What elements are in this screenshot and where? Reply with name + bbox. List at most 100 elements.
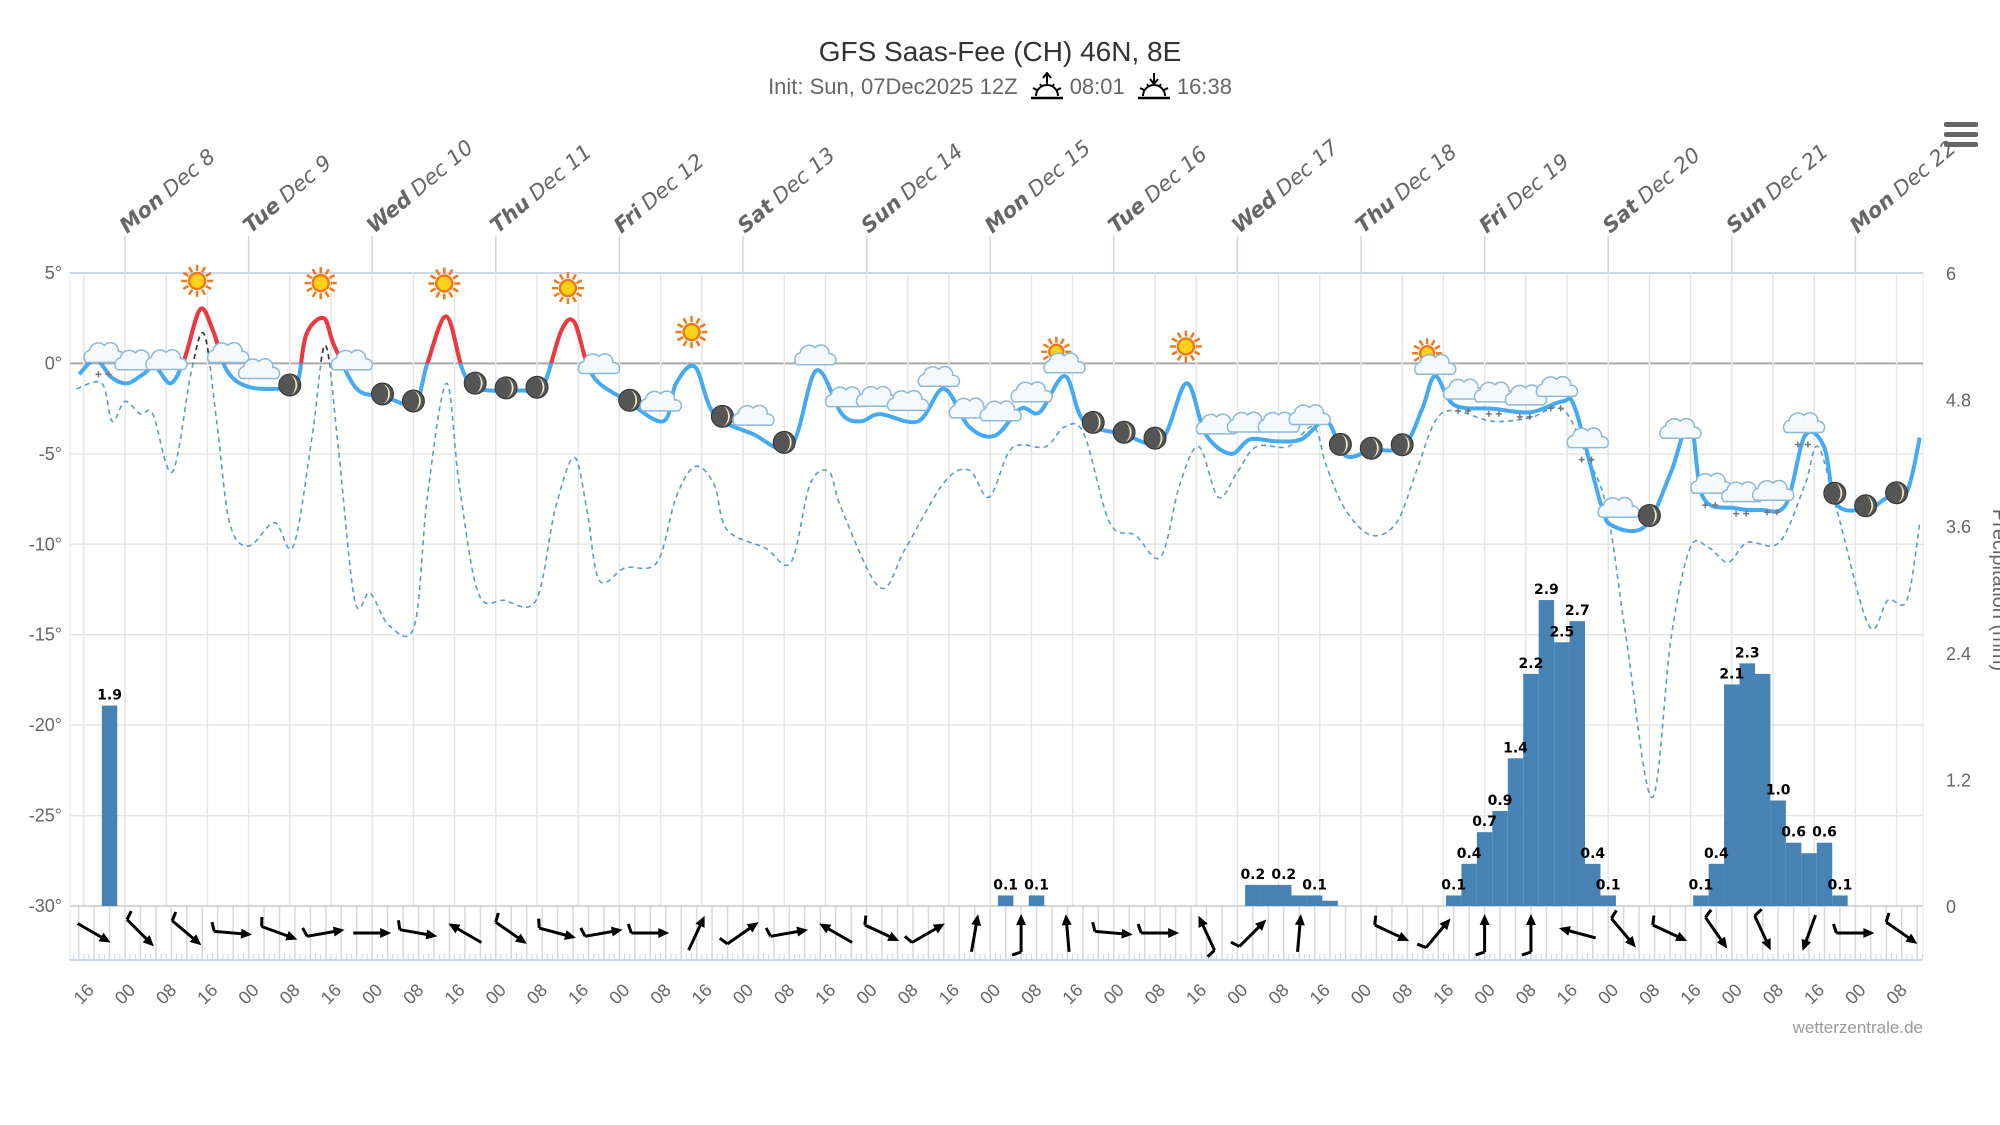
wind-arrow-head	[1061, 914, 1072, 926]
weather-icon-cloud	[732, 404, 775, 426]
wind-arrow-head	[1863, 928, 1875, 938]
weather-icon-sun	[304, 267, 337, 300]
day-label-dow: Fri	[609, 200, 648, 238]
sun-ray	[1434, 344, 1441, 350]
sun-ray	[324, 268, 330, 276]
sun-ray	[429, 287, 437, 293]
day-label-dow: Wed	[362, 186, 417, 238]
weather-icon-cloud	[917, 365, 961, 388]
cloud-shape	[886, 389, 930, 412]
weather-icon-cloud	[886, 389, 930, 412]
wind-arrow-icon	[969, 914, 982, 952]
moon-crescent	[1897, 482, 1905, 503]
hour-tick-label: 00	[1470, 980, 1498, 1008]
weather-icon-moon	[772, 430, 796, 454]
day-label: ThuDec 11	[486, 140, 597, 238]
wind-arrow-head	[98, 932, 111, 943]
snowflake-icon	[1485, 410, 1502, 417]
wind-barb	[1610, 909, 1618, 920]
sun-ray	[1063, 343, 1070, 349]
wind-barb	[718, 937, 729, 946]
precip-tick-label: 6	[1946, 264, 1956, 284]
weather-icon-moon	[1328, 432, 1352, 456]
sun-ray	[188, 288, 194, 296]
day-label-date: Dec 13	[768, 143, 840, 209]
sun-ray	[306, 274, 313, 280]
cloud-shape	[1751, 479, 1795, 501]
moon-crescent	[723, 406, 730, 427]
moon-disc	[278, 373, 302, 397]
sun-ray	[328, 287, 336, 293]
moon-crescent	[290, 375, 298, 396]
sun-ray	[201, 266, 207, 273]
cloud-shape	[1010, 381, 1053, 403]
wind-arrow-head	[1716, 936, 1728, 949]
day-label: MonDec 8	[115, 144, 220, 238]
wind-arrow-head	[448, 923, 461, 934]
wind-arrow-head	[1905, 933, 1918, 944]
wind-barb	[579, 927, 587, 938]
sunrise-time: 08:01	[1069, 74, 1125, 99]
wind-arrow-icon	[1230, 919, 1267, 948]
wind-arrow-icon	[819, 923, 853, 944]
wind-arrow-head	[425, 929, 438, 940]
wind-arrow-head	[1801, 938, 1812, 951]
snowflake-icon	[1547, 405, 1564, 412]
snowflake-icon	[1702, 502, 1719, 509]
wind-arrow-head	[285, 931, 298, 941]
moon-disc	[525, 375, 549, 399]
moon-disc	[463, 371, 487, 395]
day-label: WedDec 10	[362, 135, 478, 238]
sun-ray	[571, 273, 577, 281]
precip-tick-label: 4.8	[1946, 391, 1971, 411]
wind-arrow-icon	[76, 922, 111, 943]
wind-arrow-icon	[1831, 923, 1875, 938]
wind-arrow-head	[1294, 914, 1305, 926]
weather-icon-moon	[1854, 494, 1878, 518]
sun-ray	[448, 269, 454, 276]
cloud-shape	[1597, 496, 1640, 518]
hour-tick-label: 16	[440, 980, 468, 1008]
moon-crescent	[1403, 434, 1410, 455]
cloud-shape	[237, 357, 281, 380]
hour-tick-label: 08	[152, 980, 180, 1008]
day-label-date: Dec 18	[1389, 140, 1461, 206]
wind-barb	[1831, 923, 1838, 934]
wind-arrow-head	[240, 928, 253, 939]
weather-icon-moon	[1143, 426, 1167, 450]
snowflake-icon	[1455, 407, 1471, 414]
weather-icon-moon	[1885, 481, 1909, 505]
sun-ray	[1042, 343, 1050, 349]
precip-bar	[997, 895, 1014, 906]
snowflake-icon	[1764, 509, 1780, 516]
weather-icon-moon	[494, 376, 518, 400]
snowflake-icon	[95, 371, 112, 378]
hour-tick-label: 00	[605, 980, 633, 1008]
wind-arrow-head	[746, 922, 759, 933]
wind-arrow-icon	[1753, 908, 1771, 951]
wind-arrow-head	[1525, 914, 1536, 925]
hour-tick-label: 16	[193, 980, 221, 1008]
moon-crescent	[383, 383, 390, 404]
weather-icon-cloud	[330, 349, 374, 371]
wind-arrow-icon	[537, 918, 576, 940]
cloud-shape	[1288, 403, 1331, 426]
hour-tick-label: 08	[1512, 980, 1540, 1008]
hamburger-menu-icon[interactable]	[1944, 122, 1978, 150]
hour-tick-label: 16	[1058, 980, 1086, 1008]
hour-tick-label: 00	[1223, 980, 1251, 1008]
precip-data-label: 2.5	[1549, 624, 1574, 640]
sun-ray	[1042, 355, 1050, 361]
hour-tick-label: 08	[1017, 980, 1045, 1008]
cloud-shape	[206, 341, 250, 364]
wind-arrow-icon	[396, 920, 438, 940]
day-label-dow: Sun	[856, 190, 906, 237]
precip-bar	[1816, 842, 1833, 906]
snowflake-icon	[1794, 441, 1811, 448]
precip-axis-title: Precipitation (mm)	[1988, 509, 2000, 671]
wind-arrow-head	[380, 928, 392, 938]
wind-barb	[1011, 950, 1022, 957]
watermark: wetterzentrale.de	[1792, 1018, 1923, 1037]
hour-tick-label: 08	[1264, 980, 1292, 1008]
hour-tick-label: 08	[399, 980, 427, 1008]
